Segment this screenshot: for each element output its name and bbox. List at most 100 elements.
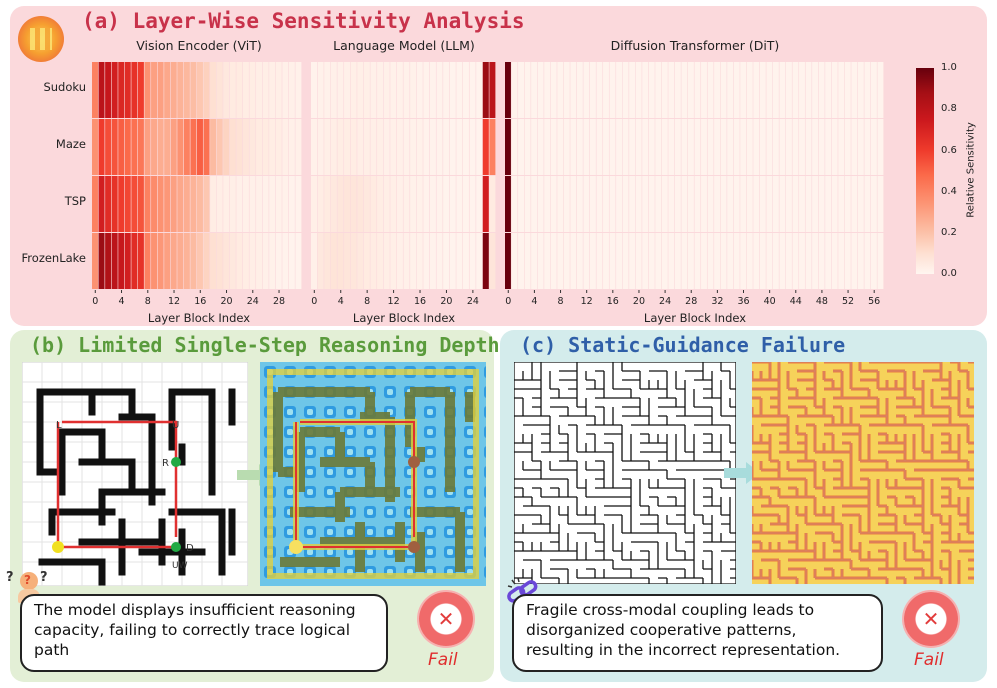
- heatmap-cell: [476, 62, 483, 118]
- heatmap-cell: [98, 119, 105, 175]
- large-maze-attention-map: [752, 362, 974, 584]
- heatmap-cell: [681, 62, 688, 118]
- heatmap-cell: [144, 176, 151, 232]
- heatmap-cell: [583, 233, 590, 289]
- heatmap-cell: [714, 176, 721, 232]
- heatmap-cell: [236, 119, 243, 175]
- heatmap-cell: [489, 233, 496, 289]
- heatmap-cell: [779, 119, 786, 175]
- heatmap-cell: [544, 176, 551, 232]
- heatmap-cell: [363, 176, 370, 232]
- heatmap-cell: [720, 119, 727, 175]
- fail-x-icon: ✕: [904, 592, 958, 646]
- heatmap-cell: [531, 119, 538, 175]
- heatmap-cell: [111, 176, 118, 232]
- heatmap-cell: [410, 176, 417, 232]
- maze-input-image: L U R D UW: [22, 362, 248, 586]
- heatmap-cell: [436, 233, 443, 289]
- heatmap-cell: [256, 176, 263, 232]
- heatmap-cell: [505, 233, 511, 289]
- heatmap-cell: [396, 62, 403, 118]
- heatmap-cell: [164, 233, 171, 289]
- heatmap-cell: [838, 62, 845, 118]
- heatmap-cell: [668, 119, 675, 175]
- fail-x-icon: ✕: [419, 592, 473, 646]
- x-tick-label: 36: [737, 296, 749, 307]
- heatmap-cell: [151, 233, 158, 289]
- heatmap-cell: [766, 119, 773, 175]
- heatmap-cell: [642, 62, 649, 118]
- heatmap-cell: [288, 119, 295, 175]
- heatmap-cell: [707, 176, 714, 232]
- heatmap-cell: [603, 119, 609, 175]
- heatmap-cell: [216, 233, 223, 289]
- heatmap-cell: [144, 119, 151, 175]
- heatmap-cell: [805, 176, 812, 232]
- heatmap-cell: [727, 62, 734, 118]
- maze-label-u: U: [172, 420, 179, 431]
- heatmap-cell: [792, 62, 799, 118]
- panel-b-fail-label: Fail: [428, 650, 458, 670]
- heatmap-cell: [518, 119, 524, 175]
- maze-label-uw: UW: [172, 561, 188, 571]
- heatmap-cell: [403, 233, 410, 289]
- heatmap-cell: [563, 119, 570, 175]
- heatmap-cell: [727, 119, 734, 175]
- heatmap-cell: [256, 62, 263, 118]
- heatmap-cell: [403, 176, 410, 232]
- heatmap-cell: [275, 119, 282, 175]
- heatmap-cell: [242, 119, 249, 175]
- heatmap-cell: [570, 62, 577, 118]
- heatmap-cell: [429, 119, 436, 175]
- heatmap-cell: [766, 176, 773, 232]
- heatmap-cell: [311, 176, 318, 232]
- heatmap-cell: [563, 176, 570, 232]
- heatmap-cell: [746, 176, 753, 232]
- heatmap-cell: [443, 176, 450, 232]
- heatmap-cell: [661, 62, 668, 118]
- colorbar-label: Relative Sensitivity: [965, 122, 977, 218]
- heatmap-cell: [137, 119, 144, 175]
- heatmap-cell: [870, 176, 877, 232]
- heatmap-cell: [844, 233, 851, 289]
- heatmap-cell: [668, 62, 675, 118]
- x-tick-label: 16: [414, 296, 426, 307]
- heatmap-cell: [344, 62, 351, 118]
- heatmap-cell: [157, 233, 164, 289]
- heatmap-cell: [746, 233, 753, 289]
- heatmap-cell: [423, 176, 430, 232]
- heatmap-cell: [518, 62, 524, 118]
- heatmap-cell: [242, 176, 249, 232]
- heatmap-cell: [681, 119, 688, 175]
- heatmap-cell: [511, 62, 518, 118]
- heatmap-cell: [105, 62, 112, 118]
- heatmap-cell: [609, 233, 616, 289]
- heatmap-cell: [223, 176, 230, 232]
- heatmap-cell: [870, 62, 877, 118]
- x-tick-label: 28: [273, 296, 285, 307]
- heatmap-cell: [557, 176, 564, 232]
- heatmap-cell: [727, 233, 734, 289]
- heatmap-cell: [164, 176, 171, 232]
- heatmap-cell: [98, 176, 105, 232]
- heatmap-cell: [779, 176, 786, 232]
- heatmap-cell: [377, 119, 384, 175]
- heatmap-cell: [429, 233, 436, 289]
- heatmap-cell: [531, 176, 538, 232]
- heatmap-cell: [436, 119, 443, 175]
- heatmap-cell: [350, 119, 357, 175]
- heatmap-cell: [256, 233, 263, 289]
- heatmap-cell: [370, 119, 377, 175]
- heatmap-cell: [105, 233, 112, 289]
- heatmap-cell: [740, 233, 747, 289]
- heatmap-cell: [812, 176, 819, 232]
- heatmap-cell: [805, 233, 812, 289]
- heatmap-cell: [98, 62, 105, 118]
- heatmap-cell: [92, 119, 98, 175]
- heatmap-cell: [818, 176, 825, 232]
- heatmap-cell: [635, 233, 642, 289]
- heatmap-cell: [831, 119, 838, 175]
- heatmap-cell: [701, 119, 707, 175]
- heatmap-cell: [603, 62, 609, 118]
- heatmap-cell: [616, 119, 623, 175]
